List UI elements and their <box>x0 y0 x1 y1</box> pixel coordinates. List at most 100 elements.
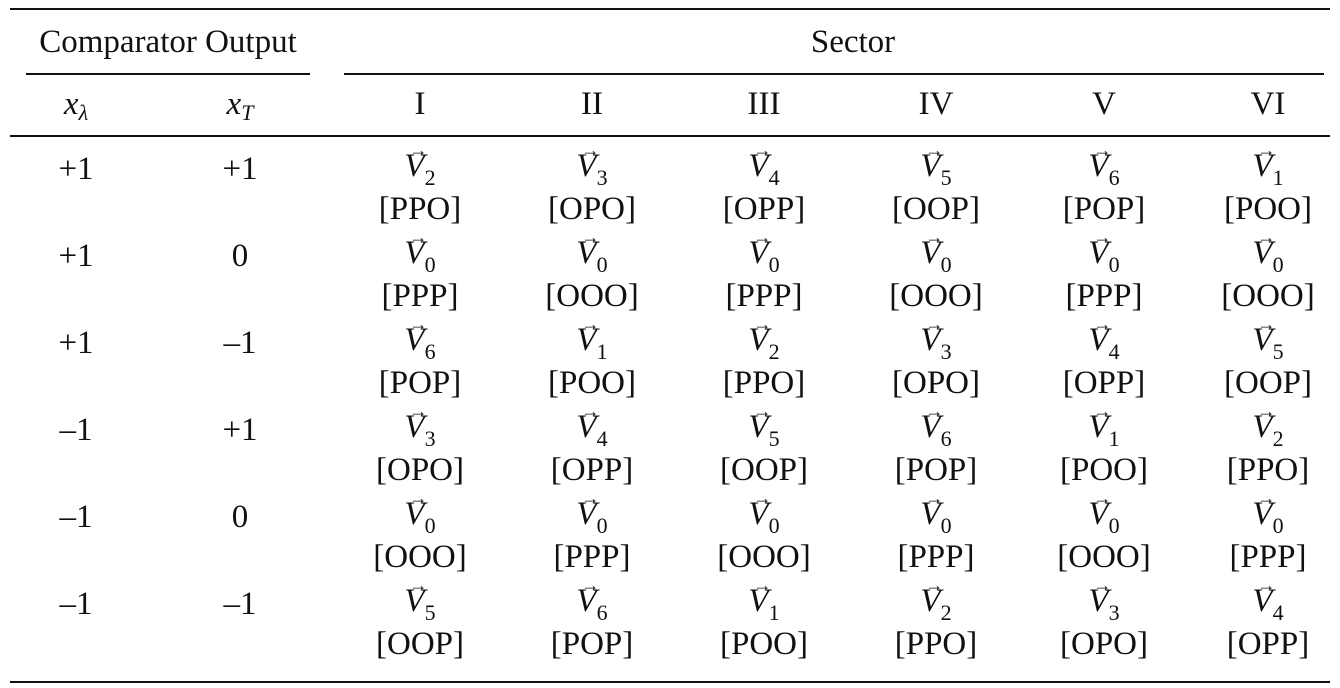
sector-cell: V → 4 [OPP] <box>1208 576 1328 671</box>
x-t-sub: T <box>241 100 254 125</box>
vector-symbol: V → <box>1252 227 1276 271</box>
sector-cell: V → 1 [POO] <box>704 575 824 671</box>
sector-header: Sector <box>810 24 896 60</box>
vector-index: 5 <box>1272 339 1284 364</box>
voltage-vector: V → 0 <box>360 227 480 277</box>
voltage-vector: V → 0 <box>704 227 824 277</box>
voltage-vector: V → 0 <box>876 227 996 277</box>
sector-cell: V → 5 [OOP] <box>704 402 824 497</box>
vector-arrow-icon: → <box>581 488 600 508</box>
vector-symbol: V → <box>920 227 944 271</box>
vector-symbol: V → <box>404 140 428 184</box>
voltage-vector: V → 6 <box>532 576 652 625</box>
voltage-vector: V → 0 <box>1044 488 1164 538</box>
sector-cell: V → 0 [OOO] <box>704 489 824 584</box>
switching-state: [OPP] <box>722 191 806 227</box>
header-rule <box>10 135 1330 137</box>
table-row: +1 0 V → 0 [PPP] V → 0 [OOO] V → 0 [PPP] V → 0 [OOO] V → 0 [P… <box>0 227 1340 323</box>
vector-symbol: V → <box>1088 227 1112 271</box>
x-t-value: 0 <box>231 499 249 535</box>
vector-index: 5 <box>424 600 436 625</box>
vector-symbol: V → <box>748 140 772 184</box>
comparator-underline <box>26 73 310 75</box>
voltage-vector: V → 0 <box>1044 227 1164 277</box>
vector-index: 6 <box>1108 165 1120 190</box>
vector-symbol: V → <box>748 575 772 619</box>
vector-index: 1 <box>596 339 608 364</box>
sector-cell: V → 6 [POP] <box>532 576 652 671</box>
vector-index: 3 <box>940 339 952 364</box>
switching-state: [PPO] <box>1226 452 1310 488</box>
x-lambda-header: xλ <box>64 88 88 124</box>
switching-state: [POO] <box>1060 452 1148 488</box>
vector-symbol: V → <box>1088 575 1112 619</box>
vector-symbol: V → <box>576 140 600 184</box>
vector-index: 0 <box>596 513 608 538</box>
vector-symbol: V → <box>748 227 772 271</box>
vector-arrow-icon: → <box>925 140 944 160</box>
sector-cell: V → 5 [OOP] <box>876 141 996 236</box>
vector-symbol: V → <box>576 401 600 445</box>
voltage-vector: V → 6 <box>876 402 996 451</box>
vector-arrow-icon: → <box>925 227 944 247</box>
switching-state: [OOO] <box>545 278 639 314</box>
vector-index: 2 <box>768 339 780 364</box>
sector-header-iii: III <box>747 86 781 122</box>
sector-cell: V → 1 [POO] <box>1208 140 1328 236</box>
sector-header-vi: VI <box>1250 86 1286 122</box>
vector-symbol: V → <box>1252 488 1276 532</box>
voltage-vector: V → 1 <box>1208 140 1328 190</box>
sector-cell: V → 0 [PPP] <box>360 227 480 323</box>
sector-cell: V → 0 [OOO] <box>876 227 996 323</box>
vector-symbol: V → <box>404 488 428 532</box>
switching-state: [OOP] <box>376 626 464 662</box>
table-row: +1 –1 V → 6 [POP] V → 1 [POO] V → 2 [PPO] V → 3 [OPO] V → 4[… <box>0 314 1340 410</box>
vector-arrow-icon: → <box>409 575 428 595</box>
vector-index: 3 <box>1108 600 1120 625</box>
voltage-vector: V → 5 <box>704 402 824 451</box>
x-lambda-value: +1 <box>58 325 94 361</box>
switching-state: [OPP] <box>1062 365 1146 401</box>
x-lambda-value: +1 <box>58 238 94 274</box>
vector-arrow-icon: → <box>1093 488 1112 508</box>
sector-cell: V → 3 [OPO] <box>1044 575 1164 671</box>
switching-state: [PPO] <box>378 191 462 227</box>
vector-symbol: V → <box>920 488 944 532</box>
sector-header-i: I <box>414 86 426 122</box>
table-row: –1 0 V → 0 [OOO] V → 0 [PPP] V → 0 [OOO] V → 0 [PPP] V → 0 [O… <box>0 488 1340 584</box>
vector-index: 0 <box>940 252 952 277</box>
sector-cell: V → 0 [OOO] <box>1044 488 1164 584</box>
sector-cell: V → 4 [OPP] <box>704 140 824 236</box>
sector-cell: V → 3 [OPO] <box>876 315 996 410</box>
sector-underline <box>344 73 1324 75</box>
vector-arrow-icon: → <box>1093 314 1112 334</box>
vector-symbol: V → <box>404 227 428 271</box>
switching-state: [OPP] <box>550 452 634 488</box>
top-rule <box>10 8 1330 10</box>
sector-cell: V → 3 [OPO] <box>360 402 480 497</box>
voltage-vector: V → 2 <box>876 575 996 625</box>
vector-arrow-icon: → <box>409 401 428 421</box>
vector-index: 4 <box>768 165 780 190</box>
sector-cell: V → 2 [PPO] <box>1208 402 1328 497</box>
x-t-value: 0 <box>231 238 249 274</box>
voltage-vector: V → 0 <box>1208 488 1328 538</box>
vector-symbol: V → <box>404 314 428 358</box>
vector-arrow-icon: → <box>753 227 772 247</box>
switching-state: [OOO] <box>373 539 467 575</box>
vector-index: 1 <box>1108 426 1120 451</box>
x-t-value: +1 <box>222 412 258 448</box>
sector-cell: V → 4 [OPP] <box>1044 315 1164 410</box>
voltage-vector: V → 3 <box>1044 575 1164 625</box>
vector-symbol: V → <box>1252 140 1276 184</box>
vector-symbol: V → <box>1088 488 1112 532</box>
vector-arrow-icon: → <box>753 575 772 595</box>
vector-arrow-icon: → <box>409 140 428 160</box>
voltage-vector: V → 2 <box>704 315 824 364</box>
vector-symbol: V → <box>920 575 944 619</box>
vector-arrow-icon: → <box>1093 227 1112 247</box>
sector-header-ii: II <box>581 86 603 122</box>
sector-cell: V → 0 [OOO] <box>532 228 652 323</box>
switching-state: [PPP] <box>553 539 631 575</box>
